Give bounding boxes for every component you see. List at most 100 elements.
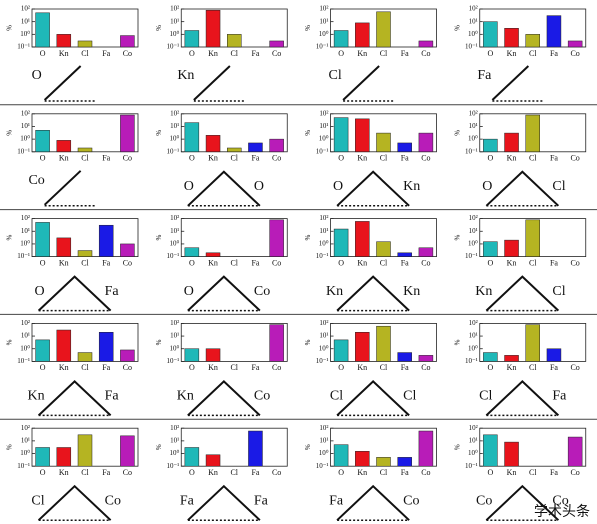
y-tick-label: 10²: [21, 214, 30, 222]
x-tick-label: Kn: [59, 363, 69, 372]
motif-node: Cl: [552, 179, 565, 194]
y-axis-label: %: [155, 25, 163, 31]
x-tick-label: Cl: [380, 49, 388, 58]
x-tick-label: Co: [570, 468, 579, 477]
x-tick-label: O: [338, 49, 344, 58]
bar: [504, 132, 519, 153]
y-tick-label: 10⁰: [468, 449, 478, 457]
y-tick-label: 10⁰: [169, 449, 179, 457]
x-tick-label: Kn: [507, 49, 517, 58]
bar: [205, 9, 221, 48]
motif-node: Cl: [403, 389, 416, 404]
motif-edge: [491, 65, 530, 101]
bar: [418, 132, 434, 153]
motif-node: Co: [254, 389, 270, 404]
y-tick-label: 10⁰: [319, 240, 329, 248]
bar: [355, 118, 370, 153]
x-tick-label: Kn: [59, 258, 69, 267]
y-axis-label: %: [6, 25, 14, 31]
x-tick-label: Cl: [529, 154, 537, 163]
y-tick-label: 10⁰: [20, 240, 30, 248]
bar: [205, 454, 221, 467]
x-tick-label: Kn: [59, 468, 69, 477]
x-tick-label: Kn: [208, 363, 218, 372]
motif-edge: [43, 65, 82, 101]
bar: [333, 117, 349, 153]
bar: [483, 138, 498, 153]
motif-node: Kn: [403, 284, 420, 299]
bar: [205, 252, 221, 257]
x-tick-label: Kn: [507, 258, 517, 267]
x-tick-label: Cl: [81, 49, 89, 58]
bar: [120, 114, 135, 153]
x-tick-label: Fa: [251, 363, 259, 372]
y-tick-label: 10⁻¹: [316, 43, 329, 51]
y-axis-label: %: [304, 130, 312, 136]
x-tick-label: Kn: [507, 363, 517, 372]
bar: [504, 355, 519, 362]
y-tick-label: 10⁰: [468, 344, 478, 352]
y-tick-label: 10⁻¹: [17, 252, 30, 260]
bar: [56, 140, 72, 153]
y-tick-label: 10¹: [469, 227, 478, 235]
motif-edge: [336, 380, 410, 417]
y-tick-label: 10⁻¹: [166, 147, 179, 155]
y-tick-label: 10⁻¹: [17, 147, 30, 155]
bar: [35, 130, 50, 153]
y-tick-label: 10⁻¹: [166, 462, 179, 470]
x-tick-label: O: [189, 363, 195, 372]
x-tick-label: Co: [570, 363, 579, 372]
motif-node: Co: [476, 493, 492, 508]
y-axis-label: %: [155, 444, 163, 450]
y-tick-label: 10¹: [170, 227, 179, 235]
x-tick-label: Cl: [529, 258, 537, 267]
y-tick-label: 10⁻¹: [166, 252, 179, 260]
motif-edge: [187, 380, 261, 417]
x-tick-label: Cl: [81, 154, 89, 163]
y-tick-label: 10⁻¹: [465, 147, 478, 155]
x-tick-label: Fa: [251, 49, 259, 58]
bar: [483, 434, 498, 467]
bar: [333, 444, 349, 467]
motif-edge: [336, 484, 410, 521]
bar: [56, 447, 72, 467]
y-tick-label: 10¹: [469, 17, 478, 25]
y-tick-label: 10⁻¹: [465, 462, 478, 470]
y-tick-label: 10²: [170, 5, 179, 13]
y-tick-label: 10¹: [21, 436, 30, 444]
y-axis-label: %: [304, 235, 312, 241]
y-tick-label: 10⁰: [169, 135, 179, 143]
bar: [77, 434, 93, 467]
y-tick-label: 10¹: [21, 122, 30, 130]
x-tick-label: Fa: [401, 363, 409, 372]
x-tick-label: Co: [272, 49, 281, 58]
x-tick-label: Fa: [401, 154, 409, 163]
y-axis-label: %: [453, 130, 461, 136]
bar: [504, 239, 519, 257]
bar: [184, 30, 200, 48]
bar: [269, 40, 284, 48]
bar: [355, 332, 370, 362]
y-tick-label: 10⁻¹: [17, 462, 30, 470]
bar: [56, 237, 72, 257]
x-tick-label: O: [189, 154, 195, 163]
bar: [525, 219, 540, 257]
y-axis-label: %: [304, 339, 312, 345]
y-tick-label: 10²: [319, 424, 328, 432]
x-tick-label: O: [338, 154, 344, 163]
y-tick-label: 10⁰: [169, 344, 179, 352]
motif-edge: [187, 170, 261, 207]
y-tick-label: 10²: [469, 109, 478, 117]
motif-edge: [485, 275, 560, 312]
y-tick-label: 10¹: [170, 122, 179, 130]
motif-node: O: [184, 179, 194, 194]
plot-frame: [180, 427, 288, 467]
motif-node: Co: [254, 284, 270, 299]
motif-edge: [342, 65, 380, 101]
bar: [269, 138, 284, 153]
x-tick-label: Kn: [357, 363, 367, 372]
bar: [205, 135, 221, 153]
bar: [120, 349, 135, 362]
y-tick-label: 10²: [21, 5, 30, 13]
x-tick-label: O: [487, 468, 493, 477]
